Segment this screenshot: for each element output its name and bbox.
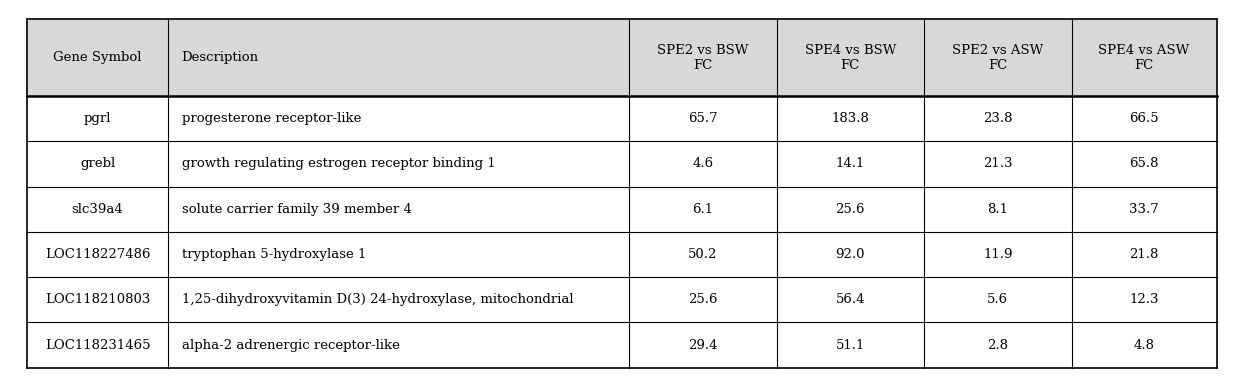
Text: LOC118210803: LOC118210803 — [45, 293, 151, 306]
Text: pgrl: pgrl — [83, 112, 111, 125]
Text: 65.7: 65.7 — [688, 112, 718, 125]
Bar — [27, 96, 1217, 141]
Text: 8.1: 8.1 — [988, 203, 1009, 216]
Text: 51.1: 51.1 — [836, 339, 865, 351]
Text: 12.3: 12.3 — [1130, 293, 1159, 306]
Text: 2.8: 2.8 — [988, 339, 1009, 351]
Text: 183.8: 183.8 — [831, 112, 870, 125]
Text: SPE4 vs ASW
FC: SPE4 vs ASW FC — [1098, 44, 1189, 72]
Text: growth regulating estrogen receptor binding 1: growth regulating estrogen receptor bind… — [182, 158, 495, 170]
Text: 21.8: 21.8 — [1130, 248, 1158, 261]
Text: 29.4: 29.4 — [688, 339, 718, 351]
Bar — [27, 277, 1217, 322]
Text: 6.1: 6.1 — [693, 203, 713, 216]
Text: 4.8: 4.8 — [1133, 339, 1154, 351]
Text: Gene Symbol: Gene Symbol — [53, 51, 142, 64]
Text: 65.8: 65.8 — [1130, 158, 1159, 170]
Text: 11.9: 11.9 — [983, 248, 1013, 261]
Text: 66.5: 66.5 — [1130, 112, 1159, 125]
Text: 14.1: 14.1 — [836, 158, 865, 170]
Text: 5.6: 5.6 — [988, 293, 1009, 306]
Text: 56.4: 56.4 — [836, 293, 865, 306]
Text: 92.0: 92.0 — [836, 248, 865, 261]
Bar — [27, 187, 1217, 232]
Text: slc39a4: slc39a4 — [72, 203, 123, 216]
Text: 21.3: 21.3 — [983, 158, 1013, 170]
Text: SPE2 vs BSW
FC: SPE2 vs BSW FC — [657, 44, 749, 72]
Text: alpha-2 adrenergic receptor-like: alpha-2 adrenergic receptor-like — [182, 339, 399, 351]
Text: SPE2 vs ASW
FC: SPE2 vs ASW FC — [952, 44, 1044, 72]
Text: SPE4 vs BSW
FC: SPE4 vs BSW FC — [805, 44, 896, 72]
Text: 33.7: 33.7 — [1130, 203, 1159, 216]
Text: LOC118227486: LOC118227486 — [45, 248, 151, 261]
Text: 25.6: 25.6 — [836, 203, 865, 216]
Bar — [27, 232, 1217, 277]
Text: 4.6: 4.6 — [693, 158, 713, 170]
Text: Description: Description — [182, 51, 259, 64]
Bar — [27, 141, 1217, 187]
Bar — [27, 322, 1217, 368]
Text: progesterone receptor-like: progesterone receptor-like — [182, 112, 361, 125]
Bar — [27, 19, 1217, 96]
Text: 1,25-dihydroxyvitamin D(3) 24-hydroxylase, mitochondrial: 1,25-dihydroxyvitamin D(3) 24-hydroxylas… — [182, 293, 573, 306]
Text: 25.6: 25.6 — [688, 293, 718, 306]
Text: LOC118231465: LOC118231465 — [45, 339, 151, 351]
Text: 23.8: 23.8 — [983, 112, 1013, 125]
Text: solute carrier family 39 member 4: solute carrier family 39 member 4 — [182, 203, 412, 216]
Text: grebl: grebl — [80, 158, 116, 170]
Text: 50.2: 50.2 — [688, 248, 718, 261]
Text: tryptophan 5-hydroxylase 1: tryptophan 5-hydroxylase 1 — [182, 248, 366, 261]
